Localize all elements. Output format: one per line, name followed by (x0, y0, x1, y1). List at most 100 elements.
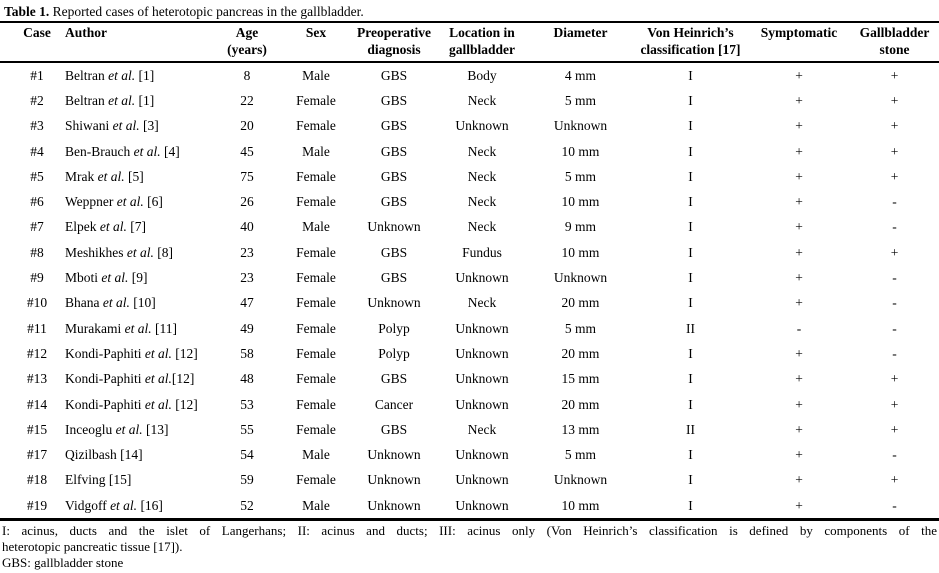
author-name: Ben-Brauch (65, 143, 134, 159)
case-cell: #4 (30, 143, 44, 159)
author-etal: et al. (110, 497, 138, 513)
author-reference: [12] (171, 396, 198, 412)
author-etal: et al. (102, 295, 130, 311)
footnote-classification-line1: I: acinus, ducts and the islet of Langer… (2, 523, 937, 539)
author-etal: et al. (99, 219, 127, 235)
symptomatic-cell: + (795, 168, 803, 184)
author-name: Kondi-Paphiti (65, 396, 145, 412)
author-cell: Murakami et al. [11] (62, 316, 214, 341)
sex-cell: Female (296, 168, 336, 184)
table-row: #7 Elpek et al. [7] 40 Male Unknown Neck… (0, 215, 939, 240)
case-cell: #11 (27, 320, 47, 336)
author-cell: Bhana et al. [10] (62, 291, 214, 316)
sex-cell: Female (296, 295, 336, 311)
col-header-preop-line1: Preoperative (357, 25, 431, 40)
case-cell: #7 (30, 219, 44, 235)
classification-cell: I (688, 497, 693, 513)
author-cell: Beltran et al. [1] (62, 88, 214, 113)
location-cell: Unknown (455, 396, 509, 412)
author-name: Elpek (65, 219, 100, 235)
author-cell: Ben-Brauch et al. [4] (62, 139, 214, 164)
col-header-preop-line2: diagnosis (367, 41, 421, 57)
diameter-cell: 5 mm (564, 92, 597, 108)
table-row: #15 Inceoglu et al. [13] 55 Female GBS N… (0, 417, 939, 442)
table-row: #9 Mboti et al. [9] 23 Female GBS Unknow… (0, 265, 939, 290)
author-name: Beltran (65, 67, 109, 83)
sex-cell: Male (302, 219, 330, 235)
age-cell: 52 (240, 497, 254, 513)
preoperative-diagnosis-cell: GBS (380, 421, 408, 437)
table-row: #10 Bhana et al. [10] 47 Female Unknown … (0, 291, 939, 316)
author-name: Inceoglu (65, 421, 116, 437)
author-etal: et al. (144, 396, 172, 412)
preoperative-diagnosis-cell: GBS (380, 92, 408, 108)
diameter-cell: 13 mm (561, 421, 600, 437)
author-etal: et al. (116, 194, 144, 210)
classification-cell: I (688, 168, 693, 184)
sex-cell: Female (296, 320, 336, 336)
sex-cell: Female (296, 92, 336, 108)
case-cell: #3 (30, 118, 44, 134)
author-name: Kondi-Paphiti (65, 345, 145, 361)
case-cell: #15 (26, 421, 48, 437)
preoperative-diagnosis-cell: Polyp (378, 320, 410, 336)
age-cell: 47 (240, 295, 254, 311)
age-cell: 22 (240, 92, 254, 108)
author-name: Mrak (65, 168, 98, 184)
author-name: Elfving (65, 472, 106, 488)
case-cell: #9 (30, 270, 44, 286)
table-row: #17 Qizilbash [14] 54 Male Unknown Unkno… (0, 442, 939, 467)
author-etal: et al. (124, 320, 152, 336)
symptomatic-cell: + (795, 396, 803, 412)
col-header-age: Age (years) (214, 22, 280, 63)
col-header-preoperative-diagnosis: Preoperative diagnosis (352, 22, 436, 63)
classification-cell: I (688, 92, 693, 108)
diameter-cell: 20 mm (561, 295, 600, 311)
author-cell: Elfving [15] (62, 468, 214, 493)
diameter-cell: 10 mm (561, 143, 600, 159)
classification-cell: II (686, 320, 695, 336)
author-etal: et al. (108, 67, 136, 83)
diameter-cell: 5 mm (564, 168, 597, 184)
col-header-case: Case (0, 22, 62, 63)
author-cell: Vidgoff et al. [16] (62, 493, 214, 520)
symptomatic-cell: + (795, 421, 803, 437)
sex-cell: Male (302, 447, 330, 463)
table-row: #5 Mrak et al. [5] 75 Female GBS Neck 5 … (0, 164, 939, 189)
diameter-cell: Unknown (553, 118, 608, 134)
col-header-sex: Sex (280, 22, 352, 63)
author-etal: et al. (144, 345, 172, 361)
gallbladder-stone-cell: - (892, 497, 897, 513)
symptomatic-cell: + (795, 244, 803, 260)
gallbladder-stone-cell: + (890, 92, 899, 108)
case-cell: #13 (26, 371, 48, 387)
author-name: Weppner (65, 194, 117, 210)
preoperative-diagnosis-cell: Unknown (367, 497, 421, 513)
sex-cell: Male (302, 497, 330, 513)
preoperative-diagnosis-cell: Unknown (367, 219, 421, 235)
author-reference: [9] (128, 270, 148, 286)
author-reference: [1] (135, 92, 155, 108)
location-cell: Unknown (455, 345, 509, 361)
author-name: Mboti (65, 270, 102, 286)
diameter-cell: 5 mm (564, 320, 597, 336)
location-cell: Neck (467, 194, 497, 210)
gallbladder-stone-cell: - (892, 219, 897, 235)
author-reference: [4] (160, 143, 180, 159)
classification-cell: I (688, 396, 693, 412)
case-cell: #19 (26, 497, 48, 513)
age-cell: 75 (240, 168, 254, 184)
preoperative-diagnosis-cell: Polyp (378, 345, 410, 361)
age-cell: 40 (240, 219, 254, 235)
location-cell: Neck (467, 295, 497, 311)
col-header-classification: Von Heinrich’s classification [17] (633, 22, 748, 63)
preoperative-diagnosis-cell: Unknown (367, 447, 421, 463)
author-reference: [7] (126, 219, 146, 235)
location-cell: Neck (467, 421, 497, 437)
table-body: #1 Beltran et al. [1] 8 Male GBS Body 4 … (0, 62, 939, 520)
diameter-cell: 10 mm (561, 497, 600, 513)
classification-cell: I (688, 194, 693, 210)
sex-cell: Male (302, 143, 330, 159)
preoperative-diagnosis-cell: GBS (380, 371, 408, 387)
author-cell: Mboti et al. [9] (62, 265, 214, 290)
